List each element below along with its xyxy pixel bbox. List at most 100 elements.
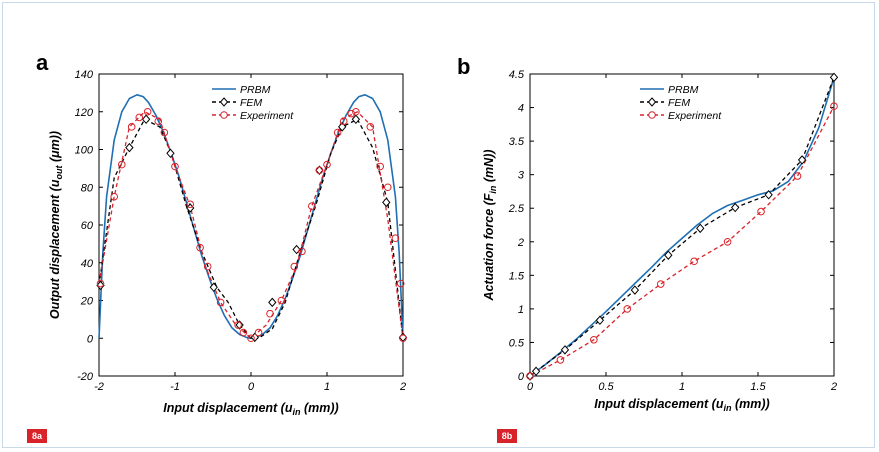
legend-b-exp-marker [648,111,656,119]
chart-a-point-fem [209,282,218,293]
chart-a-series-experiment-line [98,111,404,339]
chart-a-point-experiment [352,107,360,116]
chart-b-series-prbm-line [529,77,835,377]
chart-b-point-fem [525,371,535,381]
chart-a-point-fem [351,114,361,125]
chart-b-xtick-label: 1.5 [750,381,766,393]
chart-b: 0 0.5 1 1.5 2 0 0.5 1 1.5 2 2.5 3 3.5 4 4.5 PRBM FEM E… [482,69,839,413]
chart-a-xtick-label: 2 [399,381,406,393]
chart-a-point-experiment [118,160,126,169]
chart-b-series [529,77,835,377]
chart-a-point-experiment [254,328,263,337]
chart-b-ytick-label: 2 [517,237,524,249]
chart-b-point-experiment [690,257,698,266]
figure-badge-8a: 8a [27,429,47,443]
figure-badge-8b: 8b [497,429,517,443]
chart-a-point-experiment [96,279,105,288]
chart-a-point-experiment [396,279,405,288]
chart-b-series-experiment-line [529,105,835,377]
chart-a-ytick-label: 140 [75,69,94,81]
chart-b-markers [525,72,839,381]
chart-b-point-fem [531,366,541,377]
chart-a-ytick-label: 80 [81,182,94,194]
legend-a-exp-label: Experiment [240,110,294,122]
chart-b-ytick-label: 3.5 [509,136,525,148]
chart-b-xlabel: Input displacement (uin (mm)) [594,397,769,413]
chart-a-point-experiment [366,123,375,131]
chart-b-ytick-label: 3 [518,170,525,182]
chart-a-point-fem [315,165,324,176]
chart-a-point-experiment [277,296,286,305]
legend-a-fem-marker [219,97,229,107]
chart-b-point-experiment [830,102,838,111]
chart-a-legend: PRBM FEM Experiment [212,84,294,122]
chart-b-xtick-label: 1 [679,381,685,393]
chart-a-point-experiment [376,162,385,171]
chart-b-point-fem [630,285,640,295]
chart-a-xtick-label: -2 [94,381,104,393]
chart-a-point-experiment [154,117,163,125]
chart-a-series-prbm-line [98,94,404,340]
chart-b-point-experiment [526,372,534,380]
chart-b-legend: PRBM FEM Experiment [640,84,722,122]
chart-a-ylabel: Output displacement (uout (μm)) [48,131,64,319]
chart-b-ytick-label: 4 [518,103,524,115]
chart-b-ytick-label: 2.5 [508,203,525,215]
chart-a-ytick-label: -20 [77,371,94,383]
legend-a-exp-marker [220,111,228,119]
chart-a-xlabel: Input displacement (uin (mm)) [163,401,338,417]
chart-a-point-experiment [339,117,348,125]
chart-b-point-experiment [757,207,765,216]
chart-b-ylabel: Actuation force (Fin (mN)) [482,149,498,301]
chart-a-point-fem [382,197,391,208]
chart-a-xtick-label: -1 [170,381,180,393]
chart-b-point-experiment [590,335,598,344]
chart-a-point-experiment [315,166,324,175]
chart-a-point-experiment [239,328,248,337]
chart-b-series-fem-line [529,77,835,377]
chart-a-point-experiment [171,162,179,171]
chart-a-point-experiment [160,128,169,137]
chart-a-point-fem [166,148,175,159]
chart-a-ytick-label: 100 [75,145,94,157]
chart-a-point-fem [292,244,301,255]
chart-a-point-fem [125,142,134,153]
legend-b-fem-label: FEM [668,97,690,109]
chart-a-point-experiment [298,247,306,256]
chart-a-ytick-label: 20 [80,296,94,308]
chart-b-ytick-label: 0.5 [509,337,525,349]
chart-a: -2 -1 0 1 2 -20 0 20 40 60 80 100 120 140 PRBM FEM Ex… [48,69,408,417]
legend-a-prbm-label: PRBM [240,84,271,96]
chart-b-xtick-label: 0 [527,381,534,393]
chart-a-ytick-label: 40 [81,258,94,270]
chart-a-point-experiment [384,183,392,192]
chart-a-point-fem [96,280,105,291]
legend-b-fem-marker [647,97,657,107]
chart-a-ticks: -2 -1 0 1 2 -20 0 20 40 60 80 100 120 140 [75,69,406,393]
chart-a-point-experiment [391,234,400,243]
chart-b-ytick-label: 1 [518,304,524,316]
chart-a-point-experiment [323,160,331,169]
chart-a-point-experiment [216,298,225,307]
chart-b-xtick-label: 0.5 [598,381,614,393]
chart-b-point-fem [595,315,605,326]
chart-b-ytick-label: 0 [518,371,525,383]
chart-b-point-fem [696,223,705,234]
chart-a-point-fem [235,320,244,330]
chart-b-point-fem [664,250,673,260]
chart-a-ytick-label: 120 [75,107,94,119]
chart-a-point-experiment [333,128,342,137]
chart-a-point-fem [250,332,259,343]
chart-a-point-experiment [203,262,212,271]
chart-a-point-experiment [127,123,136,131]
chart-b-point-experiment [556,356,565,364]
chart-a-point-experiment [308,202,316,210]
chart-a-xtick-label: 0 [248,381,255,393]
chart-a-ytick-label: 0 [87,333,94,345]
chart-b-point-fem [731,202,740,213]
legend-b-exp-label: Experiment [668,110,722,122]
chart-b-point-experiment [656,280,665,288]
chart-b-xtick-label: 2 [830,381,837,393]
chart-a-point-experiment [234,321,242,329]
